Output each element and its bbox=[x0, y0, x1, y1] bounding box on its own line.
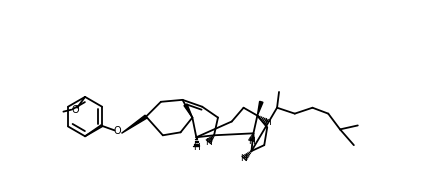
Polygon shape bbox=[257, 101, 263, 116]
Polygon shape bbox=[184, 104, 192, 118]
Polygon shape bbox=[122, 115, 147, 133]
Text: H: H bbox=[240, 154, 247, 163]
Text: O: O bbox=[114, 126, 121, 136]
Text: H: H bbox=[264, 118, 271, 127]
Text: H: H bbox=[248, 137, 255, 146]
Text: O: O bbox=[71, 105, 79, 115]
Text: H: H bbox=[205, 138, 211, 147]
Text: H: H bbox=[193, 143, 200, 152]
